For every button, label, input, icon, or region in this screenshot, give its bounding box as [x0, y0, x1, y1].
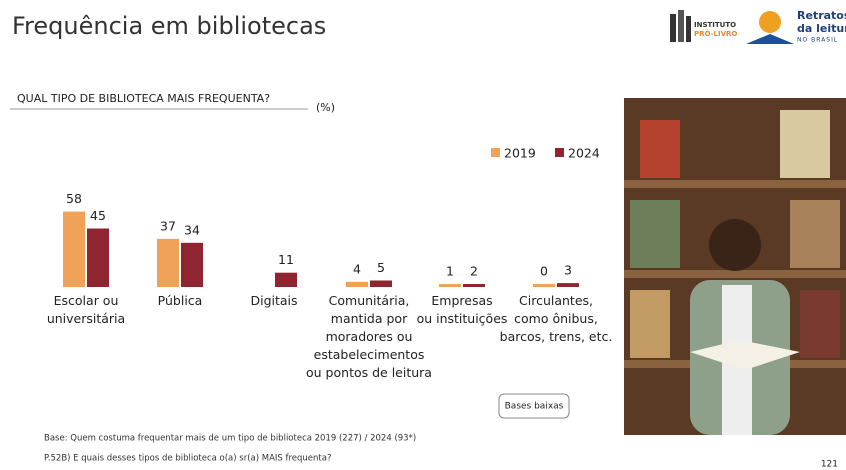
page-number: 121 — [821, 460, 838, 470]
bar — [346, 281, 368, 287]
logo-text: PRÓ-LIVRO — [694, 29, 737, 38]
note-button[interactable]: Bases baixas — [498, 393, 570, 419]
button-label[interactable]: Bases baixas — [505, 402, 564, 412]
value-label: 0 — [540, 264, 548, 279]
category-label: Comunitária, mantida por moradores ou es… — [306, 293, 432, 380]
value-label: 3 — [564, 263, 572, 278]
bar — [439, 284, 461, 287]
unit-label: (%) — [316, 101, 335, 114]
bar — [533, 284, 555, 287]
photo — [624, 98, 846, 435]
value-label: 11 — [278, 252, 294, 267]
bar — [463, 284, 485, 287]
legend-swatch — [555, 148, 564, 157]
footnote: P.52B) E quais desses tipos de bibliotec… — [44, 454, 331, 464]
logo-text: INSTITUTO — [694, 21, 736, 29]
bar — [275, 272, 297, 287]
category-label: Escolar ou universitária — [46, 293, 126, 326]
bar — [157, 238, 179, 287]
page-title: Frequência em bibliotecas — [12, 12, 326, 40]
value-label: 37 — [160, 218, 176, 233]
logo-text: da leitura — [797, 22, 846, 35]
logo-text: NO BRASIL — [797, 37, 838, 44]
footnote: Base: Quem costuma frequentar mais de um… — [44, 434, 416, 444]
bar — [557, 283, 579, 287]
logo-retratos: Retratos da leitura NO BRASIL — [746, 9, 846, 44]
legend-swatch — [491, 148, 500, 157]
value-label: 2 — [470, 264, 478, 279]
category-label: Pública — [157, 293, 203, 308]
category-label: Circulantes, como ônibus, barcos, trens,… — [499, 293, 613, 344]
legend-label: 2024 — [568, 146, 600, 161]
value-label: 58 — [66, 191, 82, 206]
chart-title: QUAL TIPO DE BIBLIOTECA MAIS FREQUENTA? — [17, 92, 270, 105]
legend-label: 2019 — [504, 146, 536, 161]
bar — [181, 242, 203, 287]
value-label: 5 — [377, 260, 385, 275]
value-label: 45 — [90, 208, 106, 223]
category-label: Empresas ou instituições — [416, 293, 508, 326]
category-label: Digitais — [250, 293, 298, 308]
value-label: 34 — [184, 222, 200, 237]
value-label: 1 — [446, 264, 454, 279]
bar — [87, 228, 109, 287]
logo-instituto: INSTITUTO PRÓ-LIVRO — [670, 10, 737, 42]
logo-text: Retratos — [797, 9, 846, 22]
value-label: 4 — [353, 261, 361, 276]
bar — [370, 280, 392, 287]
bar — [63, 211, 85, 287]
